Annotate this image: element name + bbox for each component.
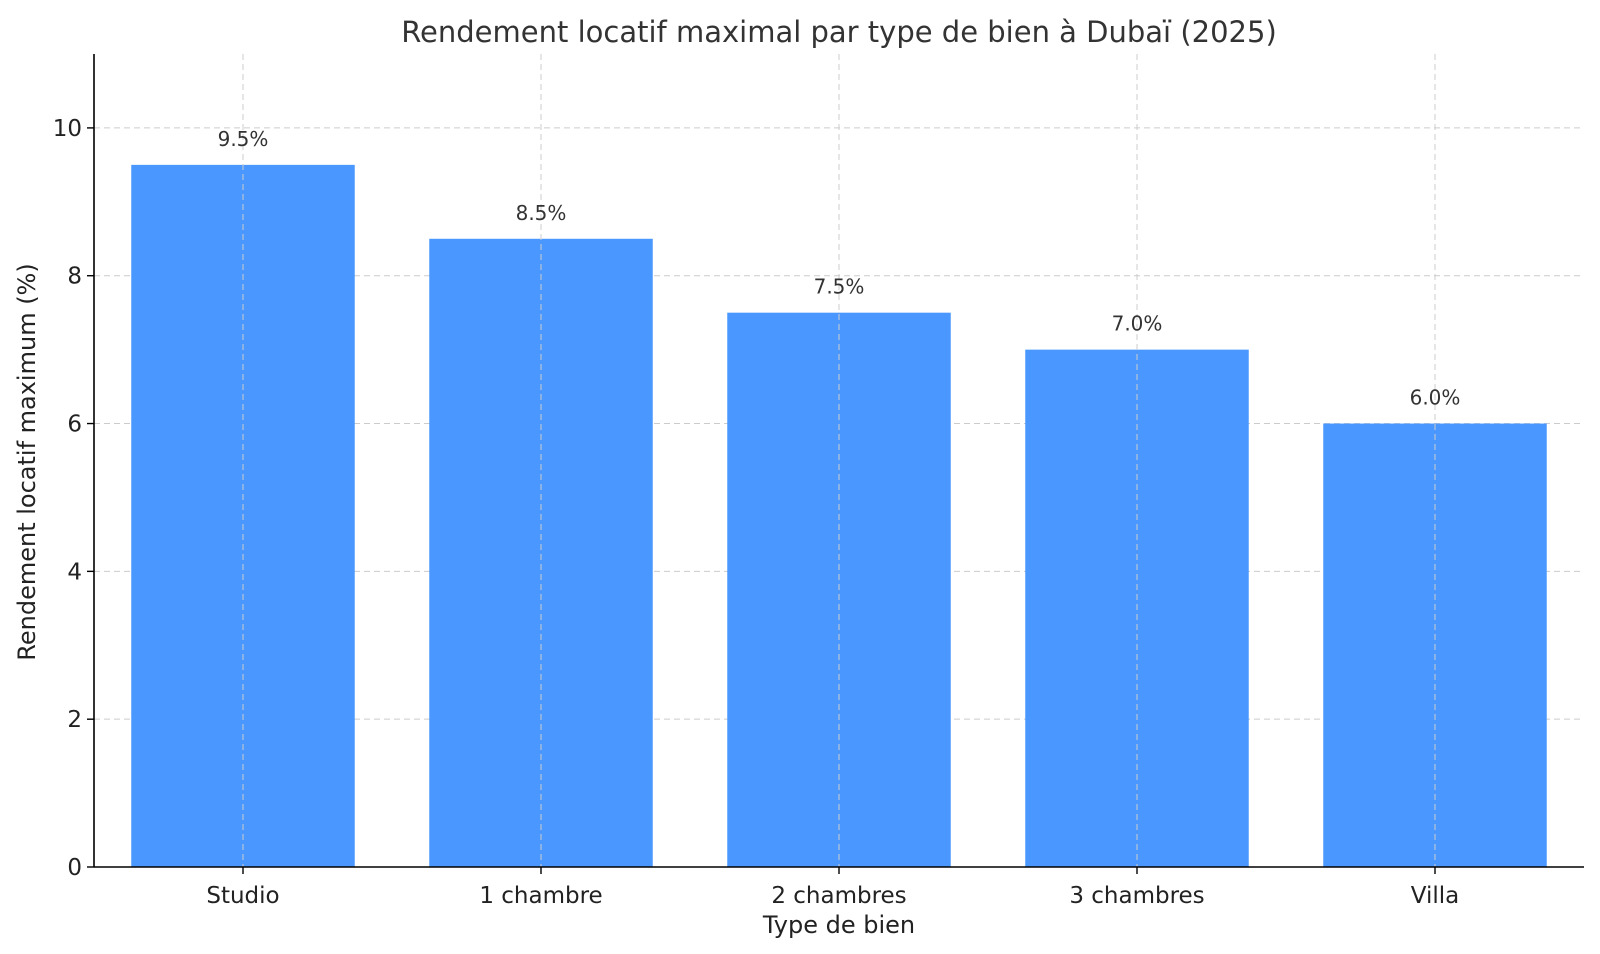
- y-tick-label: 0: [67, 855, 82, 881]
- y-tick-label: 6: [67, 412, 82, 438]
- data-label: 6.0%: [1410, 386, 1461, 410]
- y-axis-label: Rendement locatif maximum (%): [13, 263, 41, 660]
- x-tick-label: Studio: [206, 883, 279, 909]
- data-labels: 9.5% 8.5% 7.5% 7.0% 6.0%: [218, 127, 1461, 410]
- x-tick-label: Villa: [1411, 883, 1460, 909]
- vertical-grid-lines: [242, 54, 1436, 867]
- x-tick-label: 3 chambres: [1069, 883, 1204, 909]
- x-tick-label: 1 chambre: [479, 883, 602, 909]
- data-label: 9.5%: [218, 127, 269, 151]
- tick-labels: 0 2 4 6 8 10 Studio 1 chambre 2 chambres 3 chambr…: [53, 116, 1460, 909]
- y-tick-label: 10: [53, 116, 82, 142]
- data-label: 8.5%: [516, 201, 567, 225]
- data-label: 7.0%: [1112, 312, 1163, 336]
- bar-1-chambre: [429, 238, 653, 868]
- y-tick-label: 8: [67, 264, 82, 290]
- axes: [87, 54, 1584, 874]
- chart-title: Rendement locatif maximal par type de bi…: [401, 15, 1277, 49]
- data-label: 7.5%: [814, 275, 865, 299]
- x-tick-label: 2 chambres: [771, 883, 906, 909]
- y-tick-label: 2: [67, 707, 82, 733]
- y-tick-label: 4: [67, 559, 82, 585]
- x-axis-label: Type de bien: [762, 911, 915, 939]
